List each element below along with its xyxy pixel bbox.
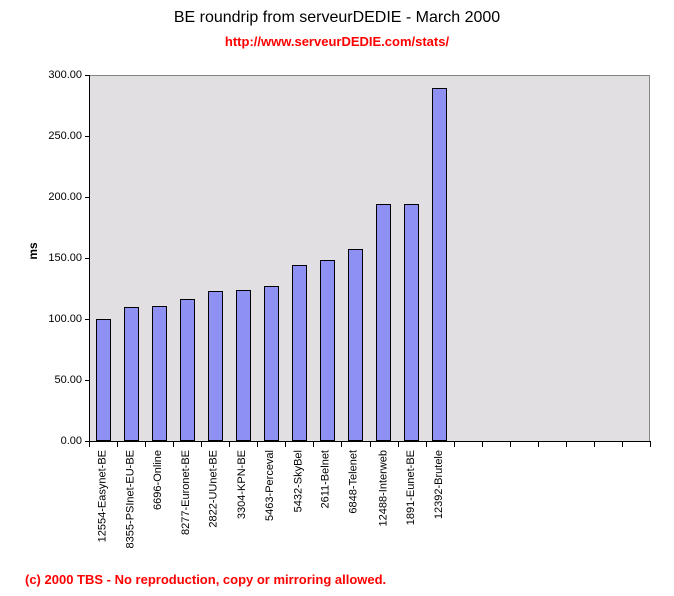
x-tick-mark (398, 442, 399, 447)
x-category-label: 8277-Euronet-BE (180, 450, 192, 535)
x-tick-mark (173, 442, 174, 447)
x-category-label: 2611-Belnet (320, 450, 332, 509)
chart-subtitle-url: http://www.serveurDEDIE.com/stats/ (224, 34, 450, 49)
y-tick-mark (85, 75, 90, 76)
x-tick-mark (426, 442, 427, 447)
plot-area (89, 75, 650, 441)
x-tick-mark (117, 442, 118, 447)
x-tick-mark (89, 442, 90, 447)
x-category-label: 2822-UUnet-BE (208, 450, 220, 528)
bar-12554-Easynet-BE (96, 319, 111, 441)
x-axis-line (85, 441, 651, 442)
x-category-label: 1891-Eunet-BE (405, 450, 417, 526)
x-category-label: 12488-Interweb (377, 450, 389, 527)
bar-8277-Euronet-BE (180, 299, 195, 441)
x-tick-mark (482, 442, 483, 447)
x-tick-mark (594, 442, 595, 447)
bar-6848-Telenet (348, 249, 363, 441)
x-tick-mark (145, 442, 146, 447)
bar-2611-Belnet (320, 260, 335, 441)
x-tick-mark (370, 442, 371, 447)
x-tick-mark (622, 442, 623, 447)
y-tick-label: 0.00 (60, 435, 82, 447)
x-tick-mark (650, 442, 651, 447)
x-category-label: 6696-Online (152, 450, 164, 510)
y-axis-line (89, 75, 90, 442)
x-tick-mark (566, 442, 567, 447)
y-tick-label: 250.00 (48, 130, 82, 142)
bar-5432-SkyBel (292, 265, 307, 441)
y-tick-label: 50.00 (54, 374, 82, 386)
copyright-notice: (c) 2000 TBS - No reproduction, copy or … (25, 572, 387, 587)
y-tick-mark (85, 380, 90, 381)
bar-6696-Online (152, 306, 167, 441)
y-tick-mark (85, 258, 90, 259)
x-category-label: 3304-KPN-BE (236, 450, 248, 520)
x-tick-mark (201, 442, 202, 447)
bar-12392-Brutele (432, 88, 447, 441)
x-tick-mark (538, 442, 539, 447)
x-tick-mark (257, 442, 258, 447)
y-tick-label: 100.00 (48, 313, 82, 325)
bar-8355-PSInet-EU-BE (124, 307, 139, 441)
y-tick-label: 300.00 (48, 69, 82, 81)
bar-3304-KPN-BE (236, 290, 251, 441)
y-tick-label: 200.00 (48, 191, 82, 203)
y-tick-mark (85, 136, 90, 137)
x-category-label: 6848-Telenet (348, 450, 360, 514)
y-tick-mark (85, 319, 90, 320)
x-category-label: 5432-SkyBel (292, 450, 304, 513)
y-tick-mark (85, 197, 90, 198)
bar-2822-UUnet-BE (208, 291, 223, 441)
x-category-label: 12392-Brutele (433, 450, 445, 520)
x-tick-mark (313, 442, 314, 447)
bar-1891-Eunet-BE (404, 204, 419, 441)
bar-5463-Perceval (264, 286, 279, 441)
x-category-label: 8355-PSInet-EU-BE (124, 450, 136, 549)
x-tick-mark (229, 442, 230, 447)
x-category-label: 5463-Perceval (264, 450, 276, 521)
bar-12488-Interweb (376, 204, 391, 441)
chart-title: BE roundrip from serveurDEDIE - March 20… (173, 9, 501, 26)
x-tick-mark (285, 442, 286, 447)
x-tick-mark (454, 442, 455, 447)
y-tick-label: 150.00 (48, 252, 82, 264)
x-tick-mark (510, 442, 511, 447)
x-tick-mark (341, 442, 342, 447)
x-category-label: 12554-Easynet-BE (96, 450, 108, 543)
